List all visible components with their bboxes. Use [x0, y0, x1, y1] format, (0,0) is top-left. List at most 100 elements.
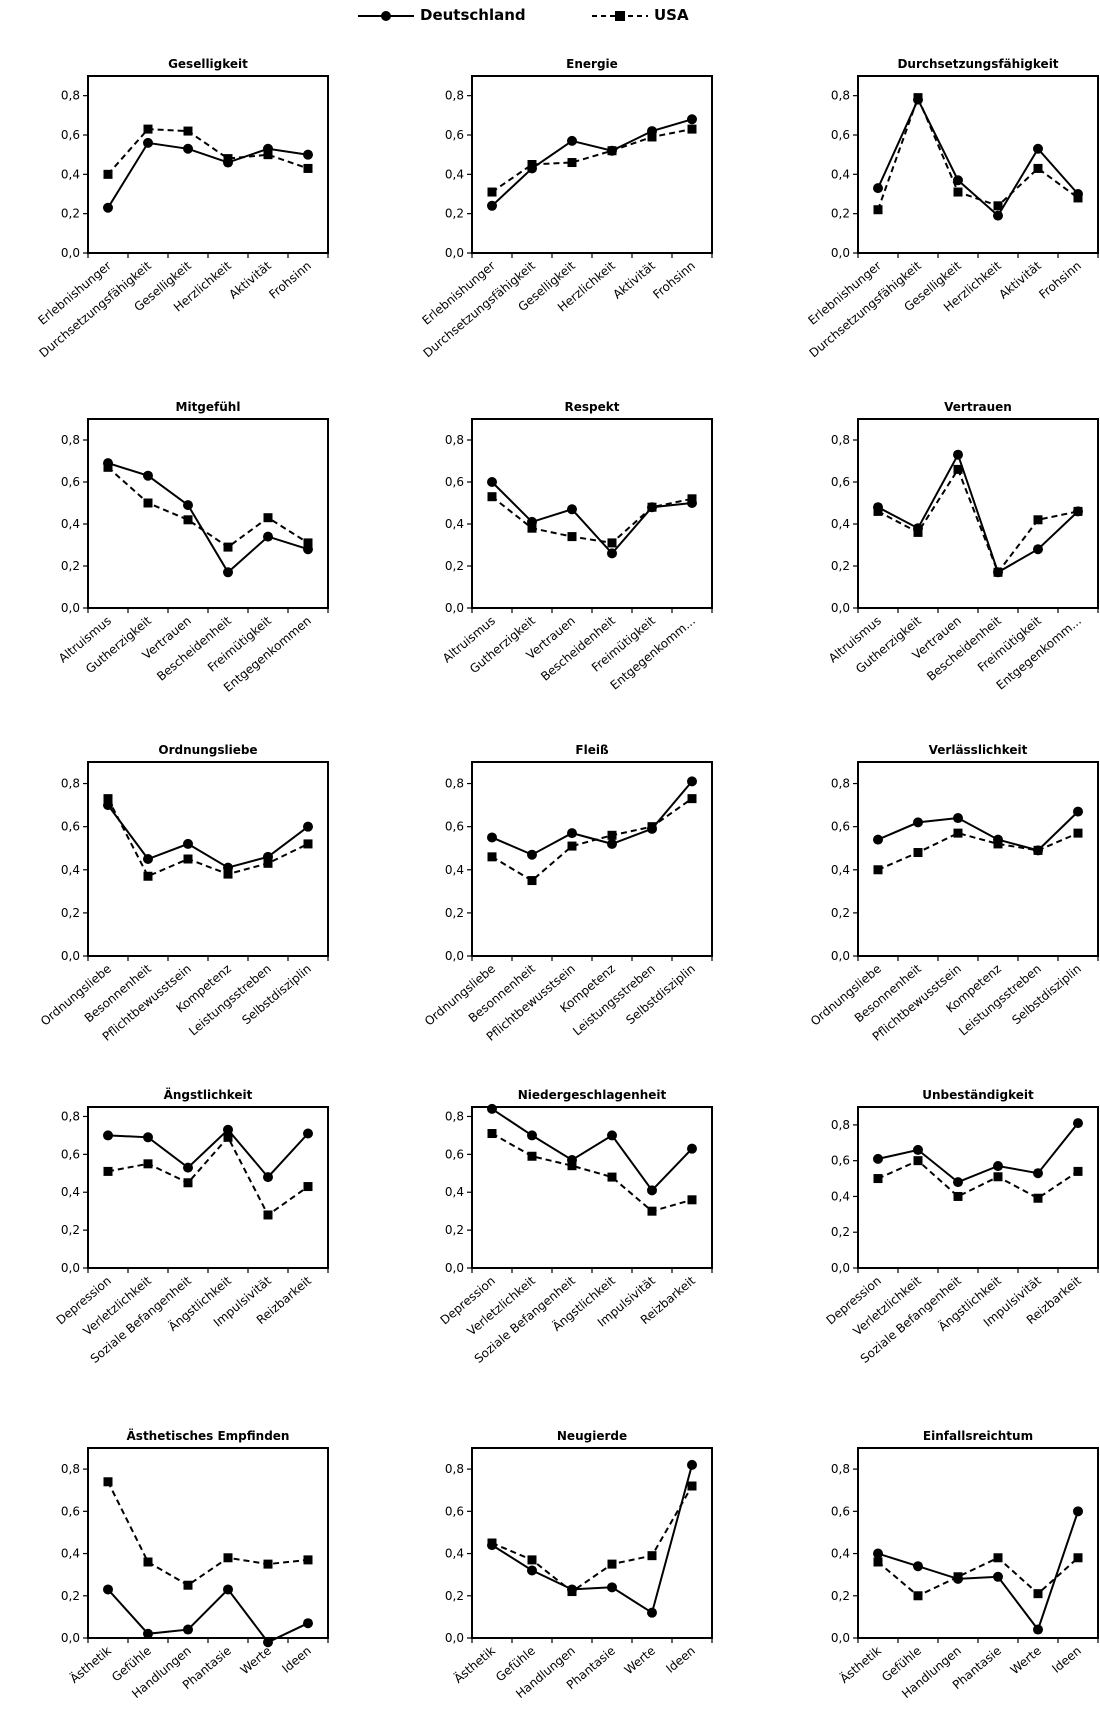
data-point-deutschland [913, 1561, 923, 1572]
series-line-usa [107, 128, 309, 175]
series-line-deutschland [491, 780, 693, 856]
plot-frame [471, 75, 713, 254]
data-point-usa [527, 876, 537, 886]
x-tick-label: Werte [622, 1644, 658, 1678]
y-tick-label: 0,6 [831, 475, 850, 489]
x-tick-label: Ordnungsliebe [422, 962, 498, 1029]
data-point-usa [647, 502, 657, 512]
data-point-deutschland [263, 1172, 273, 1183]
x-tick-label: Ordnungsliebe [38, 962, 114, 1029]
y-tick-label: 0,6 [831, 128, 850, 142]
data-point-usa [183, 1580, 193, 1590]
y-tick-label: 0,4 [61, 1185, 80, 1199]
y-tick-label: 0,4 [445, 863, 464, 877]
data-point-deutschland [103, 1584, 113, 1595]
data-point-usa [487, 1538, 497, 1548]
plot-frame [471, 418, 713, 609]
data-point-usa [527, 160, 537, 169]
y-tick-label: 0,6 [445, 1504, 464, 1518]
data-point-usa [303, 163, 313, 173]
data-point-usa [1033, 1589, 1043, 1599]
data-point-usa [607, 830, 617, 840]
x-tick-label: Ideen [1049, 1644, 1084, 1676]
data-point-deutschland [873, 183, 883, 194]
series-line-deutschland [491, 481, 693, 555]
plot-frame [471, 1447, 713, 1639]
plot-frame [471, 761, 713, 957]
data-point-deutschland [993, 1571, 1003, 1582]
y-tick-label: 0,8 [831, 433, 850, 447]
data-point-usa [263, 150, 273, 160]
y-tick-label: 0,0 [61, 949, 80, 963]
series-line-usa [877, 94, 1079, 211]
data-point-usa [567, 1161, 577, 1171]
data-point-deutschland [303, 1618, 313, 1629]
data-point-usa [1033, 845, 1043, 855]
y-tick-label: 0,2 [831, 1589, 850, 1603]
data-point-deutschland [183, 1162, 193, 1173]
data-point-usa [873, 865, 883, 875]
data-point-deutschland [873, 1153, 883, 1164]
data-point-deutschland [993, 210, 1003, 221]
chart-respekt: Respekt0,00,20,40,60,8AltruismusGutherzi… [440, 400, 713, 693]
data-point-deutschland [913, 817, 923, 828]
data-point-usa [993, 567, 1003, 577]
plot-frame [87, 761, 329, 957]
data-point-deutschland [567, 135, 577, 146]
data-point-deutschland [263, 1637, 273, 1648]
data-point-usa [953, 828, 963, 838]
x-tick-label: Werte [1008, 1644, 1044, 1678]
data-point-deutschland [143, 854, 153, 864]
chart-title: Neugierde [557, 1429, 627, 1443]
y-tick-label: 0,4 [831, 1189, 850, 1203]
y-tick-label: 0,6 [445, 128, 464, 142]
plot-frame [87, 418, 329, 609]
data-point-deutschland [143, 137, 153, 148]
y-tick-label: 0,0 [445, 1631, 464, 1645]
y-tick-label: 0,4 [445, 1185, 464, 1199]
series-line-deutschland [491, 118, 693, 207]
chart-title: Geselligkeit [168, 57, 248, 71]
y-tick-label: 0,2 [445, 906, 464, 920]
y-tick-label: 0,6 [61, 1147, 80, 1161]
legend-line-dashed-square-icon [592, 11, 648, 21]
data-point-usa [103, 462, 113, 472]
data-point-deutschland [143, 470, 153, 481]
data-point-usa [567, 532, 577, 542]
y-tick-label: 0,8 [61, 1462, 80, 1476]
data-point-deutschland [1073, 806, 1083, 817]
data-point-usa [487, 852, 497, 862]
y-tick-label: 0,8 [445, 433, 464, 447]
y-tick-label: 0,4 [61, 863, 80, 877]
data-point-usa [647, 1206, 657, 1216]
plot-frame [857, 1447, 1099, 1639]
data-point-usa [143, 124, 153, 134]
y-tick-label: 0,6 [445, 1147, 464, 1161]
series-line-deutschland [491, 1464, 693, 1615]
data-point-deutschland [567, 504, 577, 515]
data-point-deutschland [143, 1628, 153, 1639]
x-tick-label: Frohsinn [266, 259, 314, 302]
chart-title: Vertrauen [944, 400, 1012, 414]
data-point-deutschland [303, 821, 313, 832]
y-tick-label: 0,4 [831, 167, 850, 181]
y-tick-label: 0,4 [831, 517, 850, 531]
x-tick-label: Ordnungsliebe [808, 962, 884, 1029]
y-tick-label: 0,8 [831, 1462, 850, 1476]
chart-title: Ordnungsliebe [158, 743, 257, 757]
series-line-deutschland [877, 810, 1079, 852]
data-point-usa [143, 1159, 153, 1169]
data-point-usa [303, 538, 313, 548]
data-point-deutschland [303, 149, 313, 160]
chart-title: Respekt [565, 400, 620, 414]
data-point-usa [1033, 163, 1043, 173]
data-point-usa [647, 132, 657, 142]
data-point-deutschland [103, 1130, 113, 1141]
y-tick-label: 0,6 [61, 128, 80, 142]
data-point-usa [1073, 506, 1083, 516]
series-line-deutschland [107, 462, 309, 574]
y-tick-label: 0,6 [445, 475, 464, 489]
data-point-usa [223, 154, 233, 164]
data-point-usa [183, 515, 193, 525]
chart-geselligkeit: Geselligkeit0,00,20,40,60,8Erlebnishunge… [35, 57, 329, 360]
